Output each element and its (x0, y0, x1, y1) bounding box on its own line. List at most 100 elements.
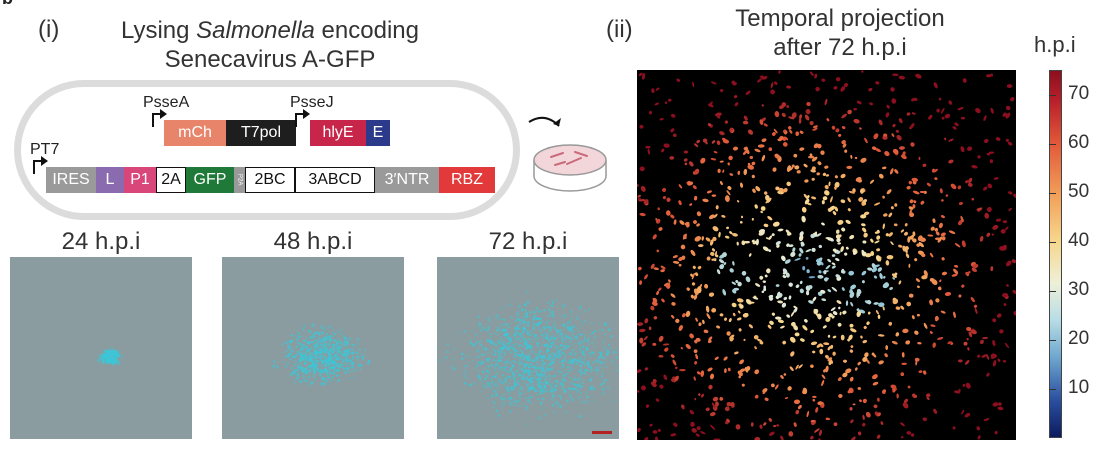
infected-cell-dot (326, 373, 329, 376)
infected-cell-dot (307, 366, 310, 369)
infected-cell-dot (293, 364, 295, 366)
infected-cell-dot (504, 361, 507, 363)
infected-cell-dot (573, 352, 577, 356)
infected-cell-dot (585, 391, 588, 394)
infected-cell-dot (501, 338, 504, 341)
infected-cell-dot (328, 344, 332, 347)
infected-cell-dot (541, 313, 543, 316)
projection-cell (867, 311, 871, 315)
projection-cell (708, 384, 713, 390)
projection-cell (783, 373, 787, 376)
infected-cell-dot (465, 371, 467, 373)
infected-cell-dot (333, 371, 335, 373)
infected-cell-dot (121, 354, 124, 358)
projection-cell (918, 156, 921, 160)
infected-cell-dot (576, 394, 578, 397)
infected-cell-dot (530, 374, 533, 377)
infected-cell-dot (524, 362, 527, 366)
infected-cell-dot (518, 321, 521, 324)
projection-cell (638, 199, 646, 202)
infected-cell-dot (304, 345, 308, 349)
infected-cell-dot (337, 338, 340, 341)
projection-cell (849, 289, 853, 293)
infected-cell-dot (555, 299, 558, 302)
projection-cell (882, 389, 886, 393)
infected-cell-dot (516, 331, 519, 334)
projection-cell (961, 409, 965, 415)
infected-cell-dot (516, 376, 519, 379)
projection-cell (898, 244, 903, 248)
infected-cell-dot (538, 397, 541, 400)
infected-cell-dot (313, 336, 316, 339)
projection-cell (861, 223, 866, 227)
projection-cell (842, 372, 848, 378)
projection-cell (910, 123, 915, 129)
infected-cell-dot (473, 382, 476, 385)
infected-cell-dot (291, 347, 294, 350)
infected-cell-dot (341, 353, 345, 357)
projection-cell (885, 233, 889, 237)
infected-cell-dot (323, 371, 326, 374)
infected-cell-dot (309, 351, 312, 354)
infected-cell-dot (562, 325, 565, 328)
panel-ii-title-line1: Temporal projection (735, 5, 945, 32)
infected-cell-dot (585, 402, 588, 404)
infected-cell-dot (291, 367, 293, 369)
colorbar-tick (1049, 94, 1056, 96)
projection-cell (861, 249, 865, 255)
infected-cell-dot (549, 341, 552, 343)
infected-cell-dot (476, 375, 478, 377)
infected-cell-dot (517, 304, 521, 308)
infected-cell-dot (487, 317, 490, 321)
infected-cell-dot (541, 337, 544, 339)
infected-cell-dot (538, 353, 541, 355)
infected-cell-dot (578, 370, 581, 374)
infected-cell-dot (313, 371, 316, 375)
infected-cell-dot (311, 353, 314, 357)
infected-cell-dot (577, 342, 580, 345)
infected-cell-dot (500, 351, 504, 354)
projection-cell (859, 127, 862, 130)
infected-cell-dot (564, 374, 567, 377)
infected-cell-dot (497, 339, 500, 342)
infected-cell-dot (555, 348, 558, 350)
projection-cell (901, 352, 905, 358)
infected-cell-dot (591, 369, 593, 371)
infection-diagram (528, 116, 607, 192)
infected-cell-dot (335, 368, 338, 371)
infected-cell-dot (577, 377, 581, 381)
infected-cell-dot (495, 392, 498, 396)
infected-cell-dot (553, 344, 556, 347)
infected-cell-dot (108, 349, 110, 351)
infected-cell-dot (521, 388, 524, 392)
infected-cell-dot (329, 340, 332, 342)
projection-cell (832, 311, 838, 316)
projection-cell (862, 414, 865, 420)
infected-cell-dot (317, 332, 320, 335)
projection-cell (690, 273, 694, 277)
infected-cell-dot (294, 359, 297, 362)
infected-cell-dot (558, 373, 561, 376)
infected-cell-dot (547, 309, 550, 312)
projection-cell (711, 308, 717, 313)
projection-cell (708, 336, 713, 341)
infected-cell-dot (302, 343, 306, 347)
projection-cell (937, 286, 942, 291)
projection-cell (933, 82, 938, 89)
panel-ii-title-line2: after 72 h.p.i (773, 34, 907, 61)
infected-cell-dot (328, 352, 331, 356)
infected-cell-dot (542, 352, 545, 354)
projection-cell (673, 261, 680, 264)
infected-cell-dot (475, 356, 478, 358)
infected-cell-dot (492, 375, 494, 378)
infected-cell-dot (523, 365, 527, 369)
infected-cell-dot (533, 334, 537, 338)
infected-cell-dot (338, 356, 342, 359)
infected-cell-dot (325, 332, 329, 336)
infected-cell-dot (101, 352, 104, 355)
projection-cell (743, 168, 748, 176)
colorbar-tick (1049, 143, 1056, 145)
projection-cell (820, 150, 825, 155)
infected-cell-dot (97, 359, 100, 362)
projection-cell (889, 287, 893, 290)
